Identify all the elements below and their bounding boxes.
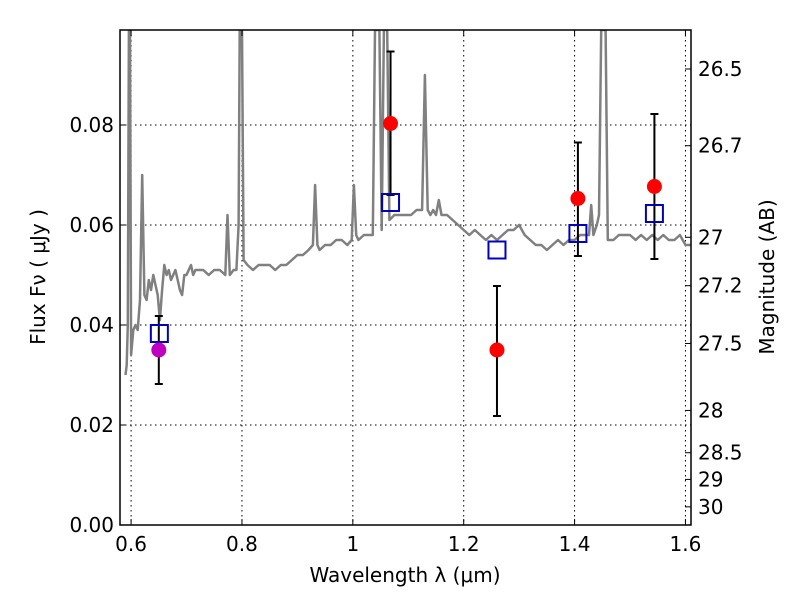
model-point-4 (644, 204, 664, 223)
x-tick-label-3: 1.2 (448, 532, 480, 556)
mag-tick-label-7: 29 (698, 467, 723, 491)
y-tick-label-3: 0.06 (69, 213, 114, 237)
mag-tick-label-4: 27.5 (698, 331, 743, 355)
model-point-0 (149, 324, 169, 343)
y-tick-label-2: 0.04 (69, 313, 114, 337)
mag-tick-label-0: 26.5 (698, 57, 743, 81)
tick-labels: 0.6 0.8 1 1.2 1.4 1.6 0.00 0.02 0.04 0.06 0.08 26.5… (69, 57, 742, 556)
observed-point-0 (151, 342, 167, 358)
y-tick-label-1: 0.02 (69, 413, 114, 437)
observed-photometry-markers (151, 116, 662, 358)
y-axis-label: Flux Fν ( μJy ) (26, 209, 50, 345)
mag-tick-label-1: 26.7 (698, 134, 743, 158)
observed-point-2 (489, 342, 505, 358)
y-right-axis-label: Magnitude (AB) (755, 199, 779, 354)
x-tick-label-5: 1.6 (670, 532, 702, 556)
y-tick-label-0: 0.00 (69, 513, 114, 537)
observed-point-1 (383, 116, 399, 131)
mag-tick-label-3: 27.2 (698, 274, 743, 298)
observed-point-4 (646, 179, 662, 194)
mag-tick-label-6: 28.5 (698, 441, 743, 465)
model-photometry-markers (149, 193, 664, 343)
mag-tick-label-2: 27 (698, 225, 723, 249)
model-point-2 (487, 240, 507, 260)
axis-ticks (120, 30, 691, 526)
model-point-1 (381, 193, 401, 212)
observed-point-3 (570, 191, 586, 206)
x-tick-label-2: 1 (346, 532, 359, 556)
y-tick-label-4: 0.08 (69, 113, 114, 137)
x-tick-label-0: 0.6 (115, 532, 147, 556)
x-tick-label-4: 1.4 (559, 532, 591, 556)
model-spectrum-line (124, 30, 691, 376)
mag-tick-label-5: 28 (698, 398, 723, 422)
model-point-3 (568, 224, 588, 243)
x-axis-label: Wavelength λ (μm) (309, 563, 500, 587)
plot-frame (119, 29, 692, 526)
mag-tick-label-8: 30 (698, 495, 723, 519)
x-tick-label-1: 0.8 (226, 532, 258, 556)
